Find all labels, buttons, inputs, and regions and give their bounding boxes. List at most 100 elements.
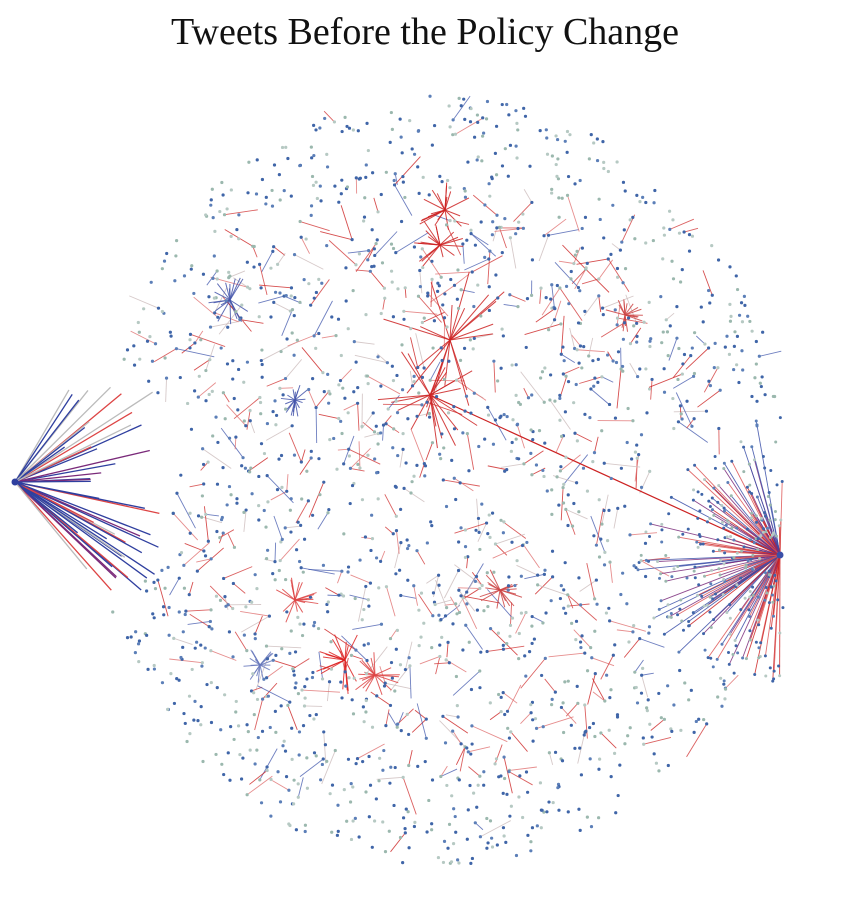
hub-edge xyxy=(429,394,459,431)
node xyxy=(394,572,398,576)
node xyxy=(662,233,667,237)
node xyxy=(332,120,337,124)
left-fan-edge xyxy=(14,389,70,483)
node xyxy=(742,445,746,449)
node xyxy=(181,630,185,634)
node xyxy=(686,527,690,531)
edge xyxy=(592,691,606,702)
node xyxy=(687,698,691,702)
node xyxy=(696,593,700,597)
node xyxy=(690,234,695,238)
edge xyxy=(261,251,274,273)
node xyxy=(689,688,693,692)
node xyxy=(367,249,371,253)
node xyxy=(356,385,360,390)
node xyxy=(550,187,554,191)
node xyxy=(317,331,321,336)
node xyxy=(277,457,281,461)
node xyxy=(532,637,536,641)
node xyxy=(292,253,297,257)
edge xyxy=(367,375,401,395)
node xyxy=(625,602,629,606)
node xyxy=(637,453,641,457)
node xyxy=(446,178,450,183)
node xyxy=(302,704,307,708)
node xyxy=(289,286,294,290)
node xyxy=(699,542,703,546)
node xyxy=(593,597,597,601)
node xyxy=(578,828,582,832)
edge xyxy=(594,436,599,453)
node xyxy=(350,238,354,242)
edge xyxy=(470,233,497,257)
node xyxy=(660,540,664,544)
node xyxy=(675,305,679,309)
node xyxy=(727,352,732,356)
node xyxy=(420,403,424,407)
edge xyxy=(266,645,302,649)
node xyxy=(406,417,410,421)
node xyxy=(557,808,561,812)
node xyxy=(423,474,427,478)
node xyxy=(142,307,146,311)
node xyxy=(588,725,592,730)
node xyxy=(248,748,252,752)
right-fan-edge xyxy=(726,554,781,613)
node xyxy=(488,627,493,631)
node xyxy=(299,566,303,570)
node xyxy=(550,488,554,492)
node xyxy=(401,861,405,865)
node xyxy=(409,491,413,495)
node xyxy=(635,340,639,344)
node xyxy=(666,354,670,358)
node xyxy=(607,402,612,407)
node xyxy=(722,506,726,510)
edge xyxy=(435,656,441,675)
node xyxy=(712,618,716,622)
node xyxy=(210,187,214,191)
node xyxy=(592,141,596,145)
node xyxy=(424,717,428,721)
node xyxy=(312,123,316,127)
node xyxy=(236,408,240,412)
edge xyxy=(390,629,398,639)
hub-edge xyxy=(294,390,299,401)
node xyxy=(298,164,302,168)
node xyxy=(486,532,490,536)
node xyxy=(713,455,717,459)
node xyxy=(702,717,706,722)
node xyxy=(351,785,355,789)
node xyxy=(754,362,758,366)
node xyxy=(539,286,543,290)
node xyxy=(221,391,225,395)
node xyxy=(662,226,666,230)
edge xyxy=(495,543,508,556)
node xyxy=(269,266,273,270)
node xyxy=(416,129,420,133)
node xyxy=(517,657,521,661)
node xyxy=(212,296,217,300)
node xyxy=(309,213,313,217)
edge xyxy=(455,117,485,135)
node xyxy=(196,514,201,518)
node xyxy=(628,342,633,346)
node xyxy=(753,672,757,676)
node xyxy=(570,524,575,528)
node xyxy=(289,194,293,198)
right-fan-edge xyxy=(728,554,781,665)
edge xyxy=(239,319,264,324)
edge xyxy=(685,347,709,370)
edge xyxy=(234,437,237,450)
edge xyxy=(321,335,337,339)
node xyxy=(718,388,722,392)
edge xyxy=(475,822,484,831)
edge xyxy=(672,355,692,378)
node xyxy=(213,229,217,233)
edge xyxy=(554,300,562,320)
node xyxy=(336,829,340,833)
node xyxy=(289,629,293,633)
node xyxy=(271,658,275,662)
node xyxy=(543,656,547,660)
node xyxy=(264,202,268,206)
node xyxy=(705,520,709,524)
